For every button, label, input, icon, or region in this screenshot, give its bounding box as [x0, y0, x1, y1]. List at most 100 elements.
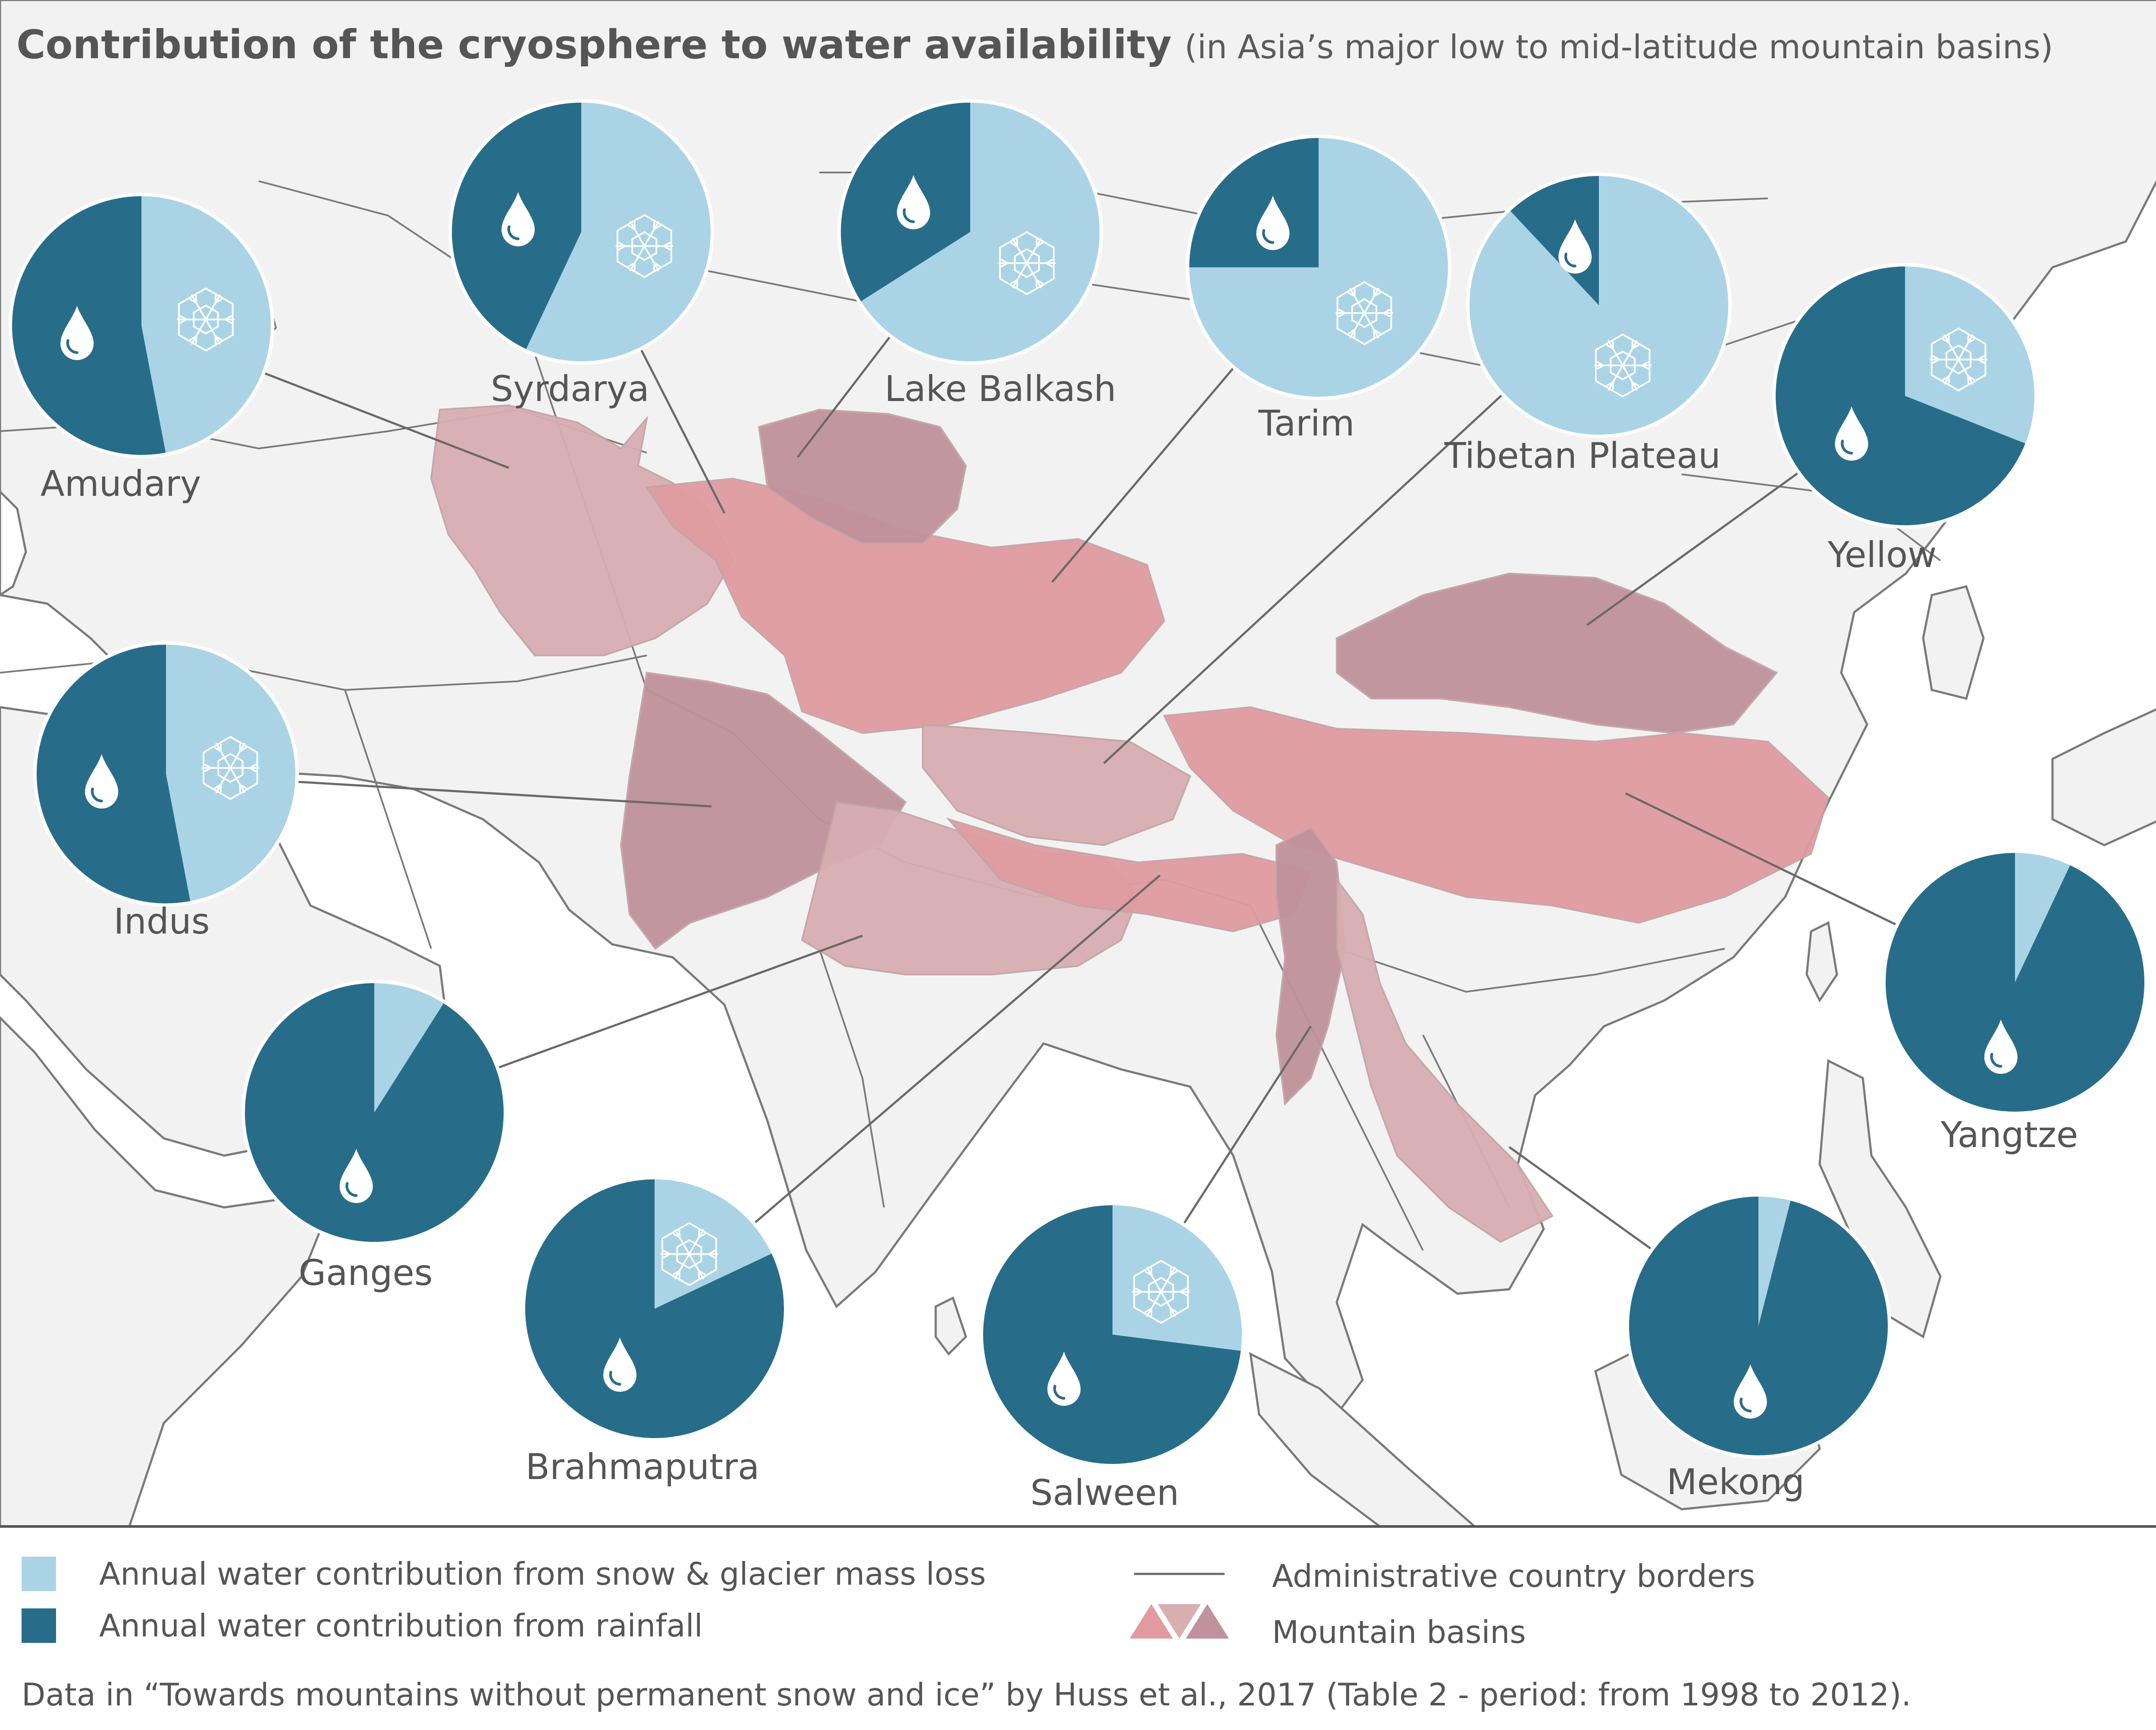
legend-basin-triangles	[1130, 1604, 1229, 1639]
border-line	[344, 689, 432, 949]
pie-ganges: Ganges	[241, 980, 507, 1294]
pie-slice-snow	[655, 1179, 772, 1309]
connector-ganges	[495, 934, 863, 1070]
legend-basin-triangle-pink	[1130, 1604, 1173, 1639]
landmass-taiwan	[1805, 921, 1838, 1003]
snowflake-icon	[660, 1222, 718, 1286]
basin-label-indus: Indus	[114, 901, 210, 942]
pie-yellow: Yellow	[1772, 263, 2038, 576]
pie-slice-snow	[2015, 853, 2070, 982]
pie-tarim: Tarim	[1186, 135, 1451, 444]
pie-amudary: Amudary	[9, 193, 274, 505]
pie-lake-balkash: Lake Balkash	[837, 99, 1116, 410]
connector-mekong	[1508, 1146, 1654, 1252]
water-drop-highlight	[609, 1371, 621, 1386]
pie-indus: Indus	[33, 641, 299, 942]
basin-area-salween	[1275, 827, 1347, 1106]
snowflake-icon	[177, 287, 235, 352]
pie-tibetan-plateau: Tibetan Plateau	[1444, 172, 1732, 476]
caspian-sea	[0, 490, 27, 597]
water-drop-highlight	[91, 787, 103, 802]
landmass-sri-lanka	[934, 1296, 967, 1356]
legend-label-rain: Annual water contribution from rainfall	[99, 1608, 703, 1644]
connector-lines	[261, 334, 1899, 1252]
figure-title: Contribution of the cryosphere to water …	[16, 22, 2053, 68]
basin-label-tarim: Tarim	[1258, 403, 1354, 444]
pie-slice-rain	[1886, 853, 2144, 1112]
pie-slice-rain	[983, 1205, 1241, 1464]
connector-syrdarya	[639, 347, 726, 514]
basin-area-mekong	[1336, 877, 1554, 1243]
title-subtitle: (in Asia’s major low to mid-latitude mou…	[1185, 28, 2053, 66]
pie-slice-snow	[861, 103, 1100, 361]
pie-slice-rain	[525, 1179, 784, 1438]
basin-label-ganges: Ganges	[299, 1253, 433, 1294]
connector-brahmaputra	[752, 874, 1161, 1225]
snowflake-icon	[998, 231, 1056, 295]
title-main: Contribution of the cryosphere to water …	[16, 22, 1172, 68]
border-line	[1336, 948, 1725, 993]
basin-label-yellow: Yellow	[1827, 535, 1937, 576]
landmass-japan	[2051, 708, 2156, 846]
pie-slice-snow	[526, 103, 711, 362]
water-drop-highlight	[66, 339, 78, 354]
connector-lake-balkash	[797, 334, 893, 458]
connector-yangtze	[1625, 792, 1899, 927]
basin-area-yellow	[1336, 572, 1778, 734]
basin-label-brahmaputra: Brahmaputra	[526, 1447, 759, 1488]
border-line	[1250, 905, 1424, 1251]
landmass-korea	[1922, 585, 1985, 700]
basin-label-amudary: Amudary	[41, 464, 201, 505]
pie-slice-rain	[1629, 1197, 1888, 1455]
legend-basin-triangle-light	[1158, 1604, 1201, 1639]
pie-brahmaputra: Brahmaputra	[522, 1176, 787, 1488]
mountain-basin-areas	[430, 404, 1830, 1243]
pie-slice-rain	[245, 983, 504, 1242]
water-drop-highlight	[1739, 1398, 1752, 1413]
water-drop-highlight	[1841, 439, 1853, 454]
connector-salween	[1181, 1025, 1312, 1227]
legend-panel	[0, 1526, 2156, 1730]
water-drop-highlight	[1564, 252, 1576, 268]
basin-label-lake-balkash: Lake Balkash	[884, 369, 1116, 410]
legend-basin-triangle-dark	[1186, 1604, 1229, 1639]
basin-pie-charts: Amudary Syrdarya Lake Balkash Tarim Tibetan …	[9, 99, 2148, 1514]
pie-slice-snow	[1905, 266, 2034, 444]
basin-label-syrdarya: Syrdarya	[491, 369, 649, 410]
pie-slice-snow	[1758, 1197, 1791, 1326]
snowflake-icon	[1594, 333, 1652, 398]
connector-tibetan-plateau	[1103, 392, 1505, 764]
basin-label-tibetan-plateau: Tibetan Plateau	[1444, 436, 1721, 476]
basin-area-yangtze	[1163, 706, 1830, 924]
legend-swatch-rain	[22, 1608, 56, 1643]
basin-area-tibetan-plateau	[922, 723, 1191, 846]
landmass-philippines	[1818, 1059, 1942, 1338]
pie-slice-snow	[374, 983, 444, 1113]
pie-syrdarya: Syrdarya	[448, 99, 714, 410]
legend-swatch-snow	[22, 1557, 56, 1591]
basin-label-salween: Salween	[1030, 1473, 1179, 1514]
water-drop-highlight	[903, 208, 915, 223]
pie-slice-snow	[141, 196, 271, 453]
water-drop-highlight	[345, 1182, 358, 1197]
basin-area-lake-balkash	[758, 408, 967, 544]
connector-amudary	[261, 371, 509, 469]
snowflake-icon	[1132, 1260, 1190, 1324]
pie-yangtze: Yangtze	[1882, 849, 2148, 1156]
legend-label-basins: Mountain basins	[1272, 1614, 1526, 1650]
snowflake-icon	[1335, 281, 1393, 345]
pie-mekong: Mekong	[1626, 1193, 1891, 1503]
water-drop-highlight	[1990, 1053, 2002, 1068]
snowflake-icon	[1930, 327, 1987, 392]
pie-slice-snow	[166, 645, 296, 901]
basin-label-yangtze: Yangtze	[1940, 1115, 2078, 1156]
pie-slice-rain	[12, 196, 166, 455]
pie-slice-rain	[1775, 266, 2025, 525]
water-drop-highlight	[507, 225, 520, 240]
source-note: Data in “Towards mountains without perma…	[22, 1677, 1911, 1713]
legend-label-snow: Annual water contribution from snow & gl…	[99, 1556, 986, 1592]
basin-label-mekong: Mekong	[1667, 1462, 1805, 1503]
snowflake-icon	[615, 214, 674, 279]
